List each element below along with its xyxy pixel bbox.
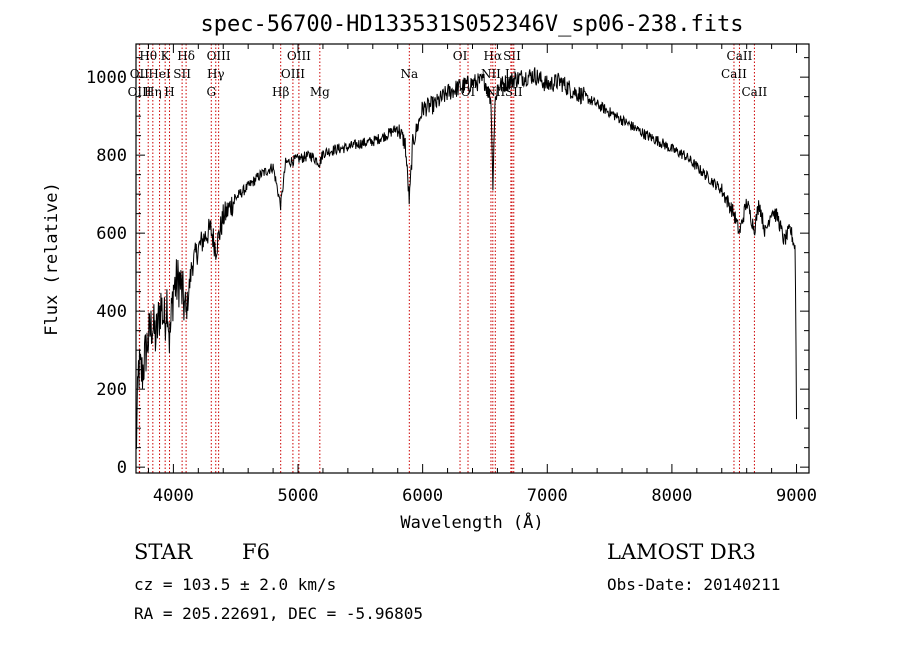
y-tick-label: 400 bbox=[96, 302, 127, 322]
line-label: CaII bbox=[741, 85, 767, 99]
x-tick-label: 4000 bbox=[153, 486, 194, 506]
line-label: SII bbox=[173, 67, 191, 81]
object-class: STAR bbox=[134, 540, 193, 564]
line-label: G bbox=[206, 85, 216, 99]
survey-name: LAMOST DR3 bbox=[607, 540, 756, 564]
line-label: OIII bbox=[128, 85, 152, 99]
x-tick-label: 7000 bbox=[527, 486, 568, 506]
x-tick-label: 5000 bbox=[278, 486, 319, 506]
line-label: OI bbox=[453, 49, 468, 63]
observation-date: Obs-Date: 20140211 bbox=[607, 575, 780, 594]
line-label: CaII bbox=[727, 49, 753, 63]
coordinates: RA = 205.22691, DEC = -5.96805 bbox=[134, 604, 423, 623]
plot-frame bbox=[135, 43, 810, 474]
line-label: OIII bbox=[281, 67, 305, 81]
line-label: CaII bbox=[721, 67, 747, 81]
line-label: Hδ bbox=[177, 49, 195, 63]
x-tick-label: 9000 bbox=[776, 486, 817, 506]
x-tick-label: 6000 bbox=[402, 486, 443, 506]
x-axis-label: Wavelength (Å) bbox=[400, 511, 543, 533]
y-tick-label: 200 bbox=[96, 380, 127, 400]
line-label: Hγ bbox=[207, 67, 225, 81]
line-label: K bbox=[161, 49, 171, 63]
line-label: Hβ bbox=[272, 85, 289, 99]
line-label: Li bbox=[505, 67, 517, 81]
line-label: Hθ bbox=[139, 49, 157, 63]
line-label: SII bbox=[503, 49, 521, 63]
line-label: NII bbox=[481, 67, 501, 81]
line-label: HeI bbox=[148, 67, 171, 81]
y-axis-label: Flux (relative) bbox=[42, 182, 62, 336]
y-axis-ticks: 0 200 400 600 800 1000 bbox=[86, 57, 809, 478]
info-panel: STAR F6 cz = 103.5 ± 2.0 km/s RA = 205.2… bbox=[134, 540, 780, 623]
y-tick-label: 1000 bbox=[86, 68, 127, 88]
spectrum-series bbox=[135, 67, 797, 450]
line-label: Mg bbox=[310, 85, 330, 99]
y-tick-label: 800 bbox=[96, 146, 127, 166]
chart-title: spec-56700-HD133531S052346V_sp06-238.fit… bbox=[200, 12, 743, 37]
line-label: Na bbox=[400, 67, 418, 81]
redshift-cz: cz = 103.5 ± 2.0 km/s bbox=[134, 575, 336, 594]
y-tick-label: 0 bbox=[117, 458, 127, 478]
spectrum-line bbox=[135, 67, 797, 450]
object-subclass: F6 bbox=[242, 540, 270, 564]
line-label: OIII bbox=[207, 49, 231, 63]
line-label: Hη bbox=[144, 85, 162, 99]
x-axis-ticks: 4000 5000 6000 7000 8000 9000 bbox=[147, 44, 817, 506]
x-tick-label: 8000 bbox=[651, 486, 692, 506]
y-tick-label: 600 bbox=[96, 224, 127, 244]
line-label: OIII bbox=[287, 49, 311, 63]
line-label: Hα bbox=[484, 49, 503, 63]
line-label: H bbox=[164, 85, 174, 99]
